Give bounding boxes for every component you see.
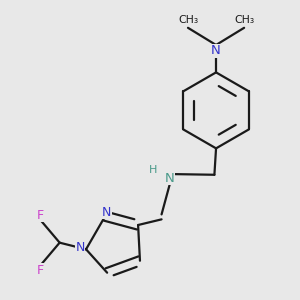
Text: N: N (75, 241, 85, 254)
Text: N: N (165, 172, 175, 184)
Text: CH₃: CH₃ (178, 15, 198, 25)
Text: F: F (36, 209, 43, 222)
Text: H: H (148, 165, 157, 175)
Text: N: N (102, 206, 112, 219)
Text: CH₃: CH₃ (234, 15, 254, 25)
Text: N: N (211, 44, 221, 57)
Text: F: F (36, 264, 43, 277)
